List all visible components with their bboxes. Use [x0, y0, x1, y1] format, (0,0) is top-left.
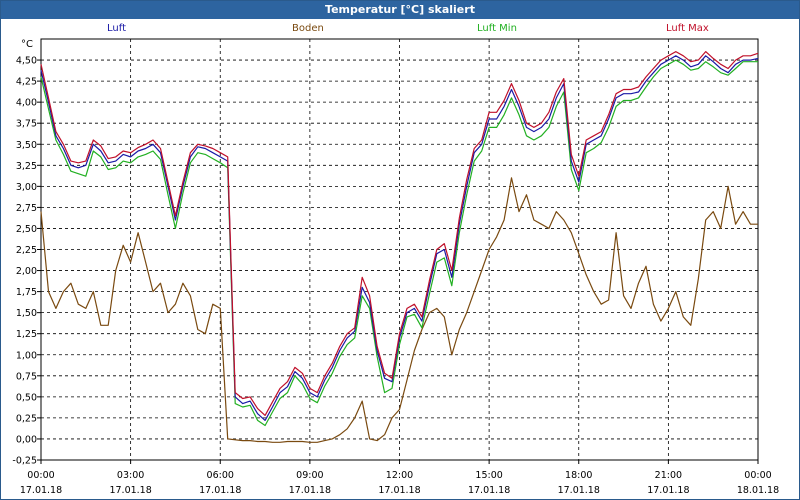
window-title: Temperatur [°C] skaliert — [1, 1, 799, 19]
legend-luft: Luft — [107, 23, 126, 34]
x-tick-date: 17.01.18 — [558, 485, 600, 496]
y-tick-label: 0,50 — [16, 392, 37, 403]
y-tick-label: 2,50 — [16, 224, 37, 235]
grid — [40, 39, 759, 461]
series-line-luft-min — [40, 59, 758, 427]
y-tick-label: 3,50 — [16, 140, 37, 151]
x-tick-date: 17.01.18 — [289, 485, 331, 496]
series-line-boden — [40, 177, 758, 443]
x-tick-time: 03:00 — [117, 470, 144, 481]
x-tick-time: 21:00 — [655, 470, 682, 481]
y-tick-label: 3,25 — [16, 161, 37, 172]
y-tick-label: 1,25 — [16, 329, 37, 340]
y-tick-label: 2,00 — [16, 266, 37, 277]
y-tick-label: 1,00 — [16, 350, 37, 361]
y-tick-label: 3,75 — [16, 119, 37, 130]
x-tick-time: 18:00 — [565, 470, 592, 481]
y-tick-label: -0,25 — [12, 456, 37, 467]
legend-luft-min: Luft Min — [477, 23, 517, 34]
y-tick-label: 4,00 — [16, 98, 37, 109]
x-tick-time: 00:00 — [27, 470, 54, 481]
plot-frame — [40, 38, 759, 461]
x-tick-date: 17.01.18 — [20, 485, 62, 496]
x-tick-time: 12:00 — [386, 470, 413, 481]
legend-luft-max: Luft Max — [666, 23, 709, 34]
y-tick-label: 0,25 — [16, 413, 37, 424]
y-tick-label: 0,75 — [16, 371, 37, 382]
x-tick-time: 00:00 — [744, 470, 771, 481]
x-tick-date: 17.01.18 — [199, 485, 241, 496]
y-tick-label: 3,00 — [16, 182, 37, 193]
y-tick-label: 1,75 — [16, 287, 37, 298]
y-tick-label: 2,75 — [16, 203, 37, 214]
series-lines — [40, 50, 759, 443]
series-line-luft — [40, 55, 759, 421]
y-tick-label: 1,50 — [16, 308, 37, 319]
x-tick-time: 09:00 — [296, 470, 323, 481]
series-line-luft-max — [40, 50, 759, 416]
axes — [37, 38, 759, 464]
x-tick-date: 18.01.18 — [737, 485, 779, 496]
x-tick-time: 15:00 — [475, 470, 502, 481]
x-tick-date: 17.01.18 — [378, 485, 420, 496]
y-tick-label: 2,25 — [16, 245, 37, 256]
y-axis-label: °C — [21, 39, 33, 50]
legend-boden: Boden — [292, 23, 324, 34]
x-tick-date: 17.01.18 — [109, 485, 151, 496]
y-tick-label: 4,50 — [16, 56, 37, 67]
tick-labels: 4,50 4,25 4,00 3,75 3,50 3,25 3,00 2,75 2,50 2,25… — [12, 39, 779, 496]
x-tick-time: 06:00 — [207, 470, 234, 481]
x-tick-date: 17.01.18 — [647, 485, 689, 496]
x-tick-date: 17.01.18 — [468, 485, 510, 496]
y-tick-label: 0,00 — [16, 434, 37, 445]
y-tick-label: 4,25 — [16, 77, 37, 88]
